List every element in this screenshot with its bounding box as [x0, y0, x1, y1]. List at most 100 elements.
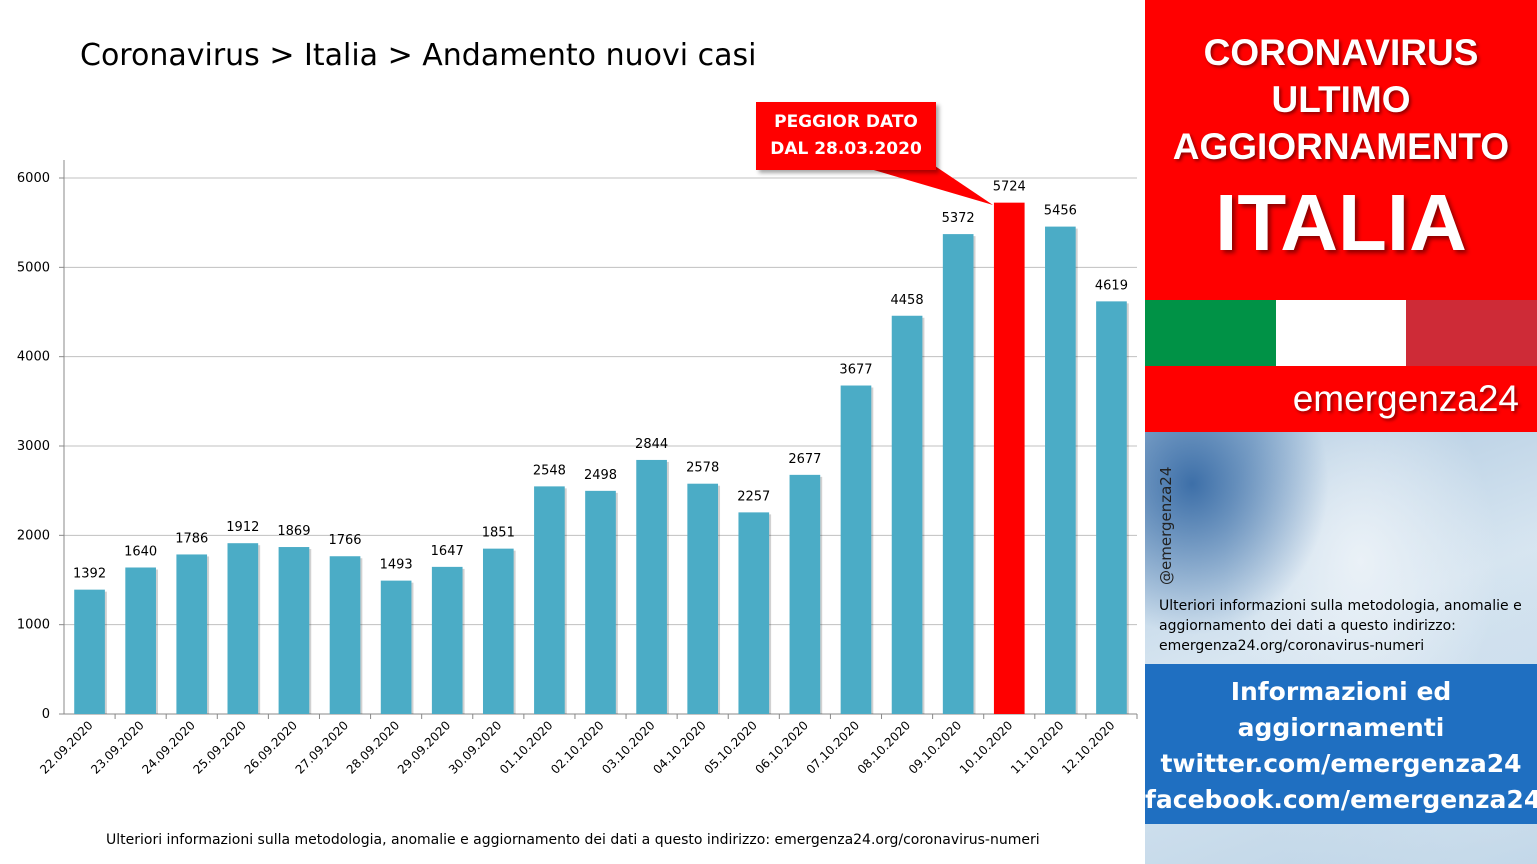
twitter-link[interactable]: twitter.com/emergenza24: [1160, 749, 1522, 778]
x-tick-label: 22.09.2020: [37, 718, 95, 776]
bar: [585, 490, 616, 714]
data-label: 5724: [993, 180, 1026, 195]
x-tick-label: 08.10.2020: [855, 718, 913, 776]
bar: [278, 547, 310, 714]
callout-pointer: [860, 166, 993, 205]
y-tick-label: 4000: [17, 350, 50, 365]
bar-highlight: [993, 202, 1025, 714]
photo-methodology-note: Ulteriori informazioni sulla metodologia…: [1159, 598, 1522, 654]
x-tick-label: 25.09.2020: [190, 718, 248, 776]
bar: [176, 554, 208, 714]
bar: [1096, 301, 1127, 714]
x-tick-label: 29.09.2020: [395, 718, 453, 776]
brand-name: emergenza24: [1292, 378, 1519, 419]
x-tick-label: 03.10.2020: [599, 718, 657, 776]
x-tick-label: 12.10.2020: [1059, 718, 1117, 776]
x-tick-label: 06.10.2020: [753, 718, 811, 776]
bar: [840, 385, 872, 714]
bar: [942, 234, 974, 715]
bar: [687, 483, 719, 714]
data-label: 2548: [533, 463, 566, 478]
x-tick-label: 28.09.2020: [344, 718, 402, 776]
x-tick-label: 04.10.2020: [650, 718, 708, 776]
info-line-1: Informazioni ed: [1230, 677, 1452, 706]
bars: [74, 202, 1129, 715]
chart-panel: Coronavirus > Italia > Andamento nuovi c…: [16, 38, 1138, 848]
flag-red-stripe: [1406, 300, 1537, 366]
data-label: 4458: [891, 293, 924, 308]
x-tick-label: 02.10.2020: [548, 718, 606, 776]
x-tick-label: 24.09.2020: [139, 718, 197, 776]
x-tick-label: 27.09.2020: [293, 718, 351, 776]
data-label: 1640: [124, 544, 157, 559]
x-tick-label: 30.09.2020: [446, 718, 504, 776]
data-label: 5456: [1044, 204, 1077, 219]
x-tick-label: 11.10.2020: [1008, 718, 1066, 776]
y-tick-label: 0: [42, 707, 50, 722]
update-header: CORONAVIRUS ULTIMO AGGIORNAMENTO ITALIA: [1145, 0, 1537, 300]
bar-chart: 1392 1640 1786 1912 1869 1766 1493 1647 1851 2548…: [17, 160, 1138, 777]
data-label: 2578: [686, 461, 719, 476]
header-line-1: CORONAVIRUS: [1203, 32, 1479, 73]
data-label: 4619: [1095, 278, 1128, 293]
bar: [227, 543, 259, 714]
social-info-box: Informazioni ed aggiornamenti twitter.co…: [1145, 664, 1537, 824]
chart-title: Coronavirus > Italia > Andamento nuovi c…: [80, 38, 757, 73]
y-tick-labels: 0 1000 2000 3000 4000 5000 6000: [17, 171, 50, 722]
flag-green-stripe: [1145, 300, 1276, 366]
x-tick-label: 10.10.2020: [957, 718, 1015, 776]
x-tick-label: 23.09.2020: [88, 718, 146, 776]
data-label: 1912: [226, 520, 259, 535]
flag-white-stripe: [1275, 300, 1407, 366]
data-label: 3677: [839, 363, 872, 378]
data-label: 2257: [737, 489, 770, 504]
bar: [329, 556, 361, 714]
bar: [74, 589, 105, 714]
italian-flag-icon: [1145, 300, 1537, 366]
bar: [125, 567, 156, 714]
data-label: 1647: [431, 544, 464, 559]
x-tick-label: 01.10.2020: [497, 718, 555, 776]
bar: [636, 459, 667, 714]
header-country: ITALIA: [1215, 178, 1467, 267]
bar: [380, 580, 412, 714]
y-tick-label: 3000: [17, 439, 50, 454]
bar: [891, 315, 923, 714]
header-line-2: ULTIMO: [1271, 79, 1411, 120]
x-tick-label: 07.10.2020: [804, 718, 862, 776]
data-label: 1493: [380, 558, 413, 573]
bar: [789, 474, 821, 714]
bar: [1045, 226, 1076, 714]
info-line-2: aggiornamenti: [1237, 713, 1445, 742]
y-tick-label: 1000: [17, 618, 50, 633]
y-tick-label: 2000: [17, 528, 50, 543]
twitter-handle: @emergenza24: [1157, 466, 1175, 585]
bar: [482, 548, 514, 714]
callout-line-2: DAL 28.03.2020: [770, 139, 922, 159]
x-tick-labels: 22.09.202023.09.202024.09.202025.09.2020…: [37, 718, 1117, 776]
bar: [738, 512, 770, 714]
methodology-note: Ulteriori informazioni sulla metodologia…: [106, 832, 1040, 848]
data-label: 1392: [73, 567, 106, 582]
y-tick-label: 6000: [17, 171, 50, 186]
x-tick-label: 26.09.2020: [242, 718, 300, 776]
data-label: 1869: [277, 524, 310, 539]
header-line-3: AGGIORNAMENTO: [1172, 126, 1510, 167]
x-tick-label: 09.10.2020: [906, 718, 964, 776]
facebook-link[interactable]: facebook.com/emergenza24: [1145, 785, 1537, 814]
data-labels: 1392 1640 1786 1912 1869 1766 1493 1647 1851 2548…: [73, 180, 1128, 582]
x-tick-label: 05.10.2020: [701, 718, 759, 776]
bar: [534, 486, 565, 714]
data-label: 2844: [635, 437, 668, 452]
bar: [431, 566, 463, 714]
data-label: 2498: [584, 468, 617, 483]
callout-line-1: PEGGIOR DATO: [774, 112, 918, 132]
data-label: 1786: [175, 531, 208, 546]
worst-data-callout: PEGGIOR DATO DAL 28.03.2020: [756, 102, 936, 170]
data-label: 1766: [328, 533, 361, 548]
data-label: 1851: [482, 526, 515, 541]
brand-bar: emergenza24: [1145, 366, 1537, 432]
data-label: 5372: [942, 211, 975, 226]
data-label: 2677: [788, 452, 821, 467]
y-tick-label: 5000: [17, 260, 50, 275]
